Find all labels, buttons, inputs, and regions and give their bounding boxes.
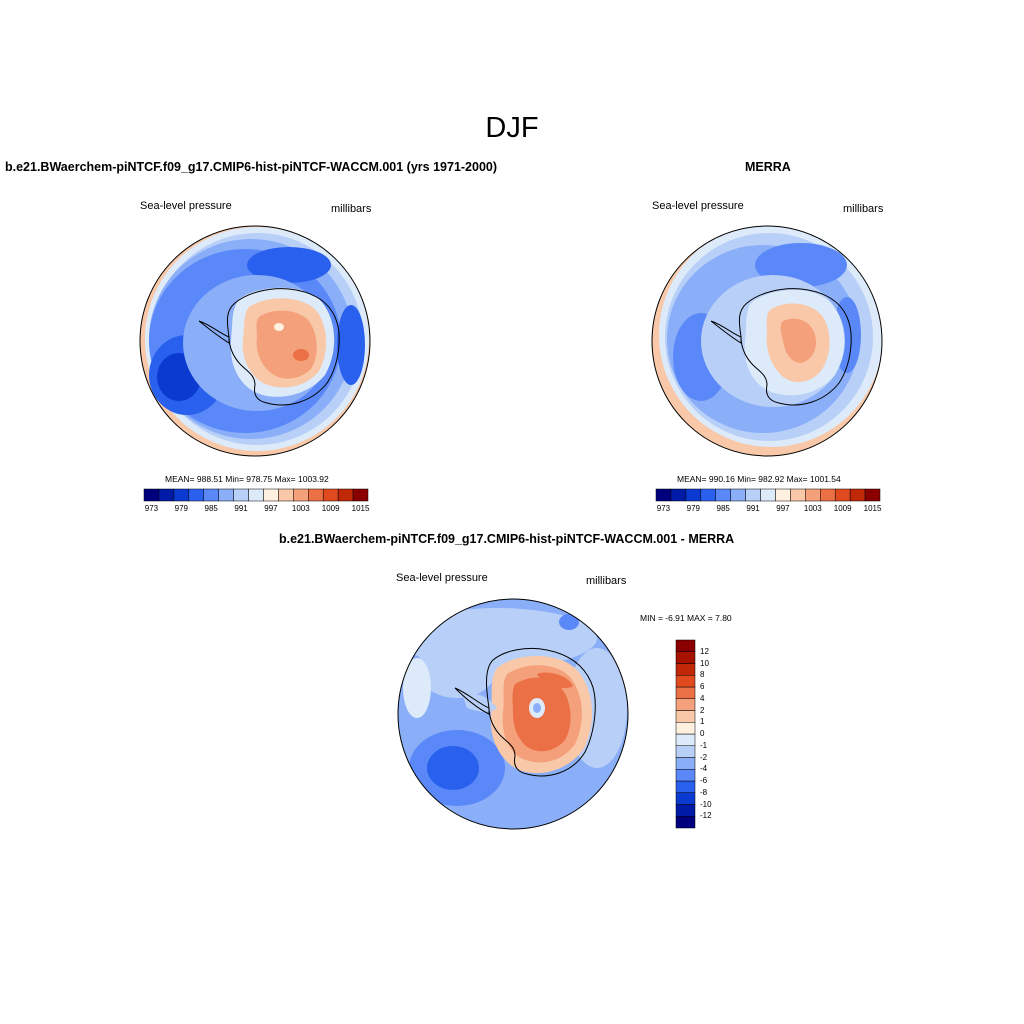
obs-colorbar-tick-label: 985 <box>716 504 730 513</box>
obs-panel-title: MERRA <box>745 160 791 174</box>
obs-units-label: millibars <box>843 203 884 215</box>
obs-colorbar-swatch <box>670 488 687 502</box>
model-colorbar-tick-label: 985 <box>204 504 218 513</box>
obs-colorbar-tick-label: 1003 <box>803 504 822 513</box>
obs-colorbar-swatch <box>730 488 746 502</box>
obs-colorbar-swatch <box>805 488 821 502</box>
diff-colorbar-tick-label: 2 <box>700 705 705 715</box>
obs-colorbar-swatch <box>655 488 672 502</box>
obs-colorbar-swatch <box>745 488 761 502</box>
model-colorbar-swatch <box>322 488 339 502</box>
model-colorbar-swatch <box>293 488 309 502</box>
obs-colorbar-tick-label: 979 <box>686 504 701 513</box>
diff-colorbar-tick-label: 12 <box>700 646 709 656</box>
diff-colorbar <box>675 639 696 829</box>
obs-colorbar-swatch <box>864 488 881 502</box>
obs-colorbar-swatch <box>834 488 851 502</box>
model-colorbar-tick-label: 1003 <box>291 504 310 513</box>
model-variable-label: Sea-level pressure <box>140 200 232 212</box>
model-colorbar-swatch <box>337 488 354 502</box>
obs-colorbar-tick-label: 997 <box>776 504 790 513</box>
model-stats: MEAN= 988.51 Min= 978.75 Max= 1003.92 <box>165 474 329 484</box>
model-colorbar-swatch <box>278 488 294 502</box>
model-colorbar-swatch <box>218 488 234 502</box>
diff-colorbar-tick-label: 10 <box>700 658 709 668</box>
obs-colorbar-swatch <box>849 488 866 502</box>
obs-colorbar-swatch <box>760 488 776 502</box>
diff-colorbar-swatch <box>675 792 696 805</box>
diff-colorbar-swatch <box>675 639 696 652</box>
model-colorbar-swatch <box>308 488 324 502</box>
diff-colorbar-swatch <box>675 710 696 723</box>
diff-colorbar-swatch <box>675 733 696 746</box>
diff-colorbar-swatch <box>675 816 696 829</box>
model-panel-title: b.e21.BWaerchem-piNTCF.f09_g17.CMIP6-his… <box>5 160 498 174</box>
obs-colorbar-tick-label: 973 <box>656 504 671 513</box>
diff-colorbar-swatch <box>675 804 696 817</box>
model-colorbar-swatch <box>188 488 204 502</box>
model-colorbar-swatch <box>352 488 369 502</box>
figure-title: DJF <box>485 112 539 144</box>
diff-colorbar-tick-label: 0 <box>700 729 705 738</box>
obs-colorbar-swatch <box>685 488 702 502</box>
diff-colorbar-tick-label: -10 <box>700 799 712 809</box>
diff-colorbar-tick-label: 8 <box>700 670 705 680</box>
obs-variable-label: Sea-level pressure <box>652 200 744 212</box>
diff-colorbar-tick-label: -2 <box>700 752 708 762</box>
diff-panel-title: b.e21.BWaerchem-piNTCF.f09_g17.CMIP6-his… <box>279 532 735 546</box>
model-colorbar-swatch <box>143 488 160 502</box>
diff-colorbar-tick-label: -1 <box>700 740 708 750</box>
diff-colorbar-swatch <box>675 675 696 688</box>
obs-colorbar-tick-label: 1009 <box>833 504 852 513</box>
diff-colorbar-tick-label: -6 <box>700 776 708 785</box>
obs-polar-map <box>651 225 883 457</box>
diff-colorbar-tick-label: 6 <box>700 682 705 691</box>
diff-colorbar-tick-label: 4 <box>700 693 705 703</box>
model-colorbar-tick-label: 1015 <box>351 504 370 513</box>
obs-colorbar <box>655 488 881 502</box>
diff-colorbar-tick-label: -4 <box>700 764 708 774</box>
diff-colorbar-swatch <box>675 663 696 676</box>
diff-units-label: millibars <box>586 575 627 587</box>
model-colorbar-swatch <box>158 488 175 502</box>
model-colorbar-swatch <box>203 488 219 502</box>
model-colorbar-tick-label: 973 <box>144 504 159 513</box>
diff-variable-label: Sea-level pressure <box>396 572 488 584</box>
model-colorbar-tick-label: 1009 <box>321 504 340 513</box>
model-units-label: millibars <box>331 203 372 215</box>
diff-colorbar-swatch <box>675 769 696 782</box>
diff-colorbar-swatch <box>675 722 696 735</box>
diff-colorbar-swatch <box>675 686 696 699</box>
obs-colorbar-swatch <box>820 488 836 502</box>
diff-polar-map <box>397 598 629 830</box>
model-colorbar-tick-label: 997 <box>264 504 278 513</box>
diff-stats: MIN = -6.91 MAX = 7.80 <box>640 613 732 623</box>
diff-colorbar-swatch <box>675 698 696 711</box>
model-colorbar-swatch <box>173 488 190 502</box>
obs-stats: MEAN= 990.16 Min= 982.92 Max= 1001.54 <box>677 474 841 484</box>
diff-colorbar-tick-label: 1 <box>700 717 705 727</box>
model-colorbar-tick-label: 979 <box>174 504 189 513</box>
obs-colorbar-tick-label: 991 <box>746 504 760 513</box>
model-colorbar-swatch <box>263 488 279 502</box>
diff-colorbar-swatch <box>675 780 696 793</box>
diff-colorbar-swatch <box>675 745 696 758</box>
model-colorbar-swatch <box>248 488 264 502</box>
obs-colorbar-swatch <box>700 488 716 502</box>
diff-colorbar-swatch <box>675 757 696 770</box>
diff-colorbar-tick-label: -8 <box>700 787 708 797</box>
obs-colorbar-swatch <box>715 488 731 502</box>
model-polar-map <box>139 225 371 457</box>
obs-colorbar-swatch <box>790 488 806 502</box>
diff-colorbar-swatch <box>675 651 696 664</box>
model-colorbar-tick-label: 991 <box>234 504 248 513</box>
diff-colorbar-tick-label: -12 <box>700 811 712 821</box>
obs-colorbar-swatch <box>775 488 791 502</box>
model-colorbar <box>143 488 369 502</box>
obs-colorbar-tick-label: 1015 <box>863 504 882 513</box>
model-colorbar-swatch <box>233 488 249 502</box>
